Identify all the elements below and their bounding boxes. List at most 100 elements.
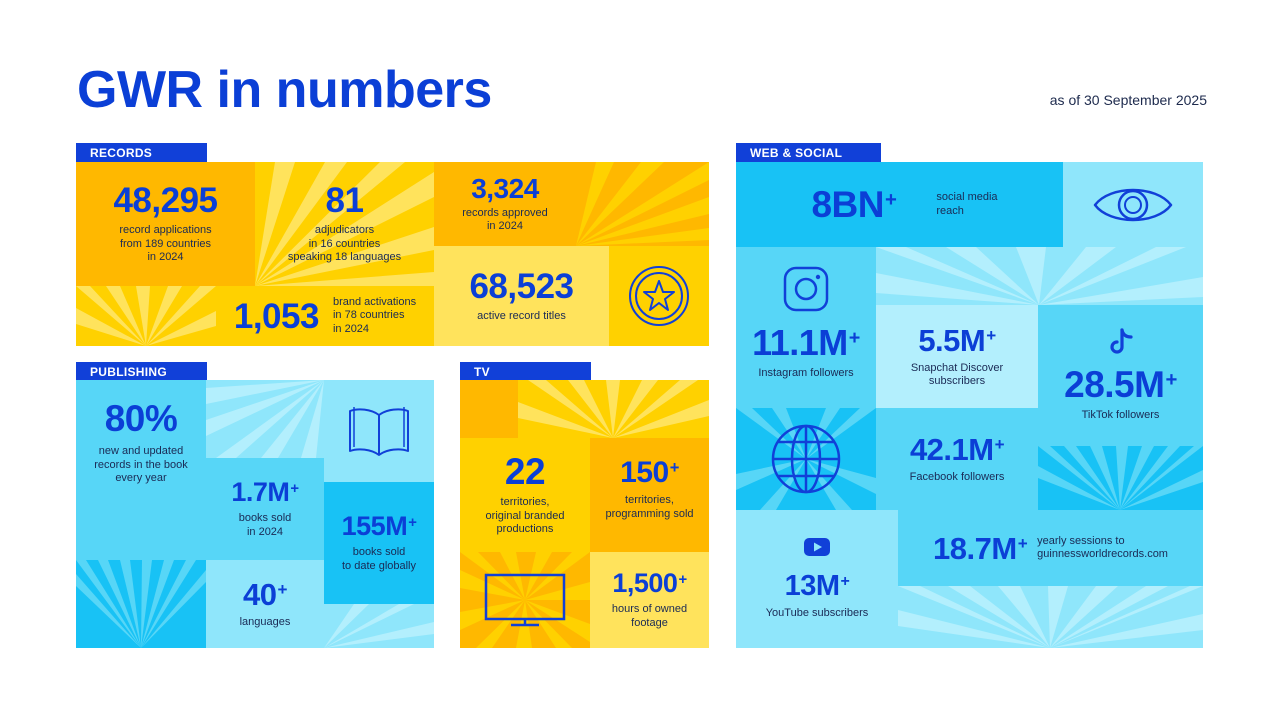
sunburst-background	[76, 286, 216, 346]
sunburst-background	[206, 380, 324, 458]
sunburst-background	[76, 560, 206, 648]
rays-tile-publishing-bottom	[76, 560, 206, 648]
record-applications-tile: 48,295 record applications from 189 coun…	[76, 162, 255, 286]
plus-sign: +	[1017, 534, 1028, 554]
record-applications-text: record applications from 189 countries i…	[119, 224, 212, 264]
new-updated-records-tile: 80% new and updated records in the book …	[76, 380, 206, 560]
snapchat-text: Snapchat Discover subscribers	[910, 361, 1004, 388]
web-sessions-tile: 18.7M+ yearly sessions to guinnessworldr…	[898, 510, 1203, 586]
youtube-value: 13M	[784, 569, 840, 602]
languages-text: languages	[239, 615, 291, 628]
facebook-text: Facebook followers	[909, 470, 1005, 483]
as-of-date: as of 30 September 2025	[1049, 92, 1207, 108]
footage-tile: 1,500+ hours of owned footage	[590, 552, 709, 648]
tiktok-icon	[1109, 328, 1133, 354]
sunburst-background	[898, 586, 1203, 648]
plus-sign: +	[885, 188, 897, 211]
eye-icon	[1093, 188, 1173, 221]
plus-sign: +	[290, 480, 299, 497]
records-section-label: RECORDS	[76, 143, 207, 162]
active-records-tile: 68,523 active record titles	[434, 246, 609, 346]
instagram-value: 11.1M	[752, 322, 848, 363]
snapchat-value: 5.5M	[918, 322, 986, 358]
sunburst-background	[1038, 446, 1203, 510]
star-badge-tile	[609, 246, 709, 346]
books-total-value: 155M	[341, 511, 408, 541]
territories-branded-text: territories, original branded production…	[485, 496, 565, 536]
plus-sign: +	[848, 327, 861, 350]
territories-programming-value: 150	[620, 456, 669, 489]
social-reach-value: 8BN	[811, 184, 884, 225]
territories-branded-tile: 22 territories, original branded product…	[460, 438, 590, 552]
adjudicators-tile: 81 adjudicators in 16 countries speaking…	[255, 162, 434, 286]
sunburst-background	[576, 162, 709, 246]
footage-text: hours of owned footage	[611, 603, 688, 629]
adjudicators-text: adjudicators in 16 countries speaking 18…	[287, 224, 402, 264]
web-sessions-text: yearly sessions to guinnessworldrecords.…	[1037, 534, 1168, 561]
rays-tile-bottom-left	[76, 286, 216, 346]
active-records-value: 68,523	[469, 266, 574, 306]
records-approved-text: records approved in 2024	[462, 206, 548, 233]
globe-icon	[771, 424, 841, 494]
active-records-text: active record titles	[477, 309, 566, 322]
plus-sign: +	[840, 572, 850, 590]
plus-sign: +	[408, 514, 417, 531]
footage-value: 1,500	[612, 568, 678, 598]
books-total-tile: 155M+ books sold to date globally	[324, 482, 434, 604]
languages-value: 40	[243, 576, 277, 612]
sunburst-background	[876, 247, 1203, 305]
eye-tile	[1063, 162, 1203, 247]
social-reach-tile: 8BN+ social media reach	[736, 162, 1063, 247]
instagram-icon	[783, 266, 829, 312]
sunburst-background	[518, 380, 709, 438]
books-sold-2024-tile: 1.7M+ books sold in 2024	[206, 458, 324, 560]
star-badge-icon	[629, 266, 689, 326]
web-sessions-value: 18.7M	[933, 530, 1017, 566]
sunburst-background	[736, 408, 876, 510]
adjudicators-value: 81	[325, 181, 364, 221]
plus-sign: +	[986, 326, 996, 346]
books-sold-value: 1.7M	[231, 477, 290, 507]
rays-tile-publishing-top	[206, 380, 324, 458]
tv-section-label: TV	[460, 362, 591, 381]
tv-icon-tile	[460, 552, 590, 648]
tiktok-value: 28.5M	[1064, 364, 1165, 406]
youtube-icon	[804, 537, 830, 556]
sunburst-background	[255, 162, 434, 286]
plus-sign: +	[1165, 369, 1177, 392]
territories-programming-tile: 150+ territories, programming sold	[590, 438, 709, 552]
sunburst-background	[324, 604, 434, 648]
books-total-text: books sold to date globally	[342, 546, 416, 572]
rays-tile-top-right	[576, 162, 709, 246]
book-icon	[349, 407, 409, 456]
facebook-value: 42.1M	[909, 431, 994, 467]
tiktok-text: TikTok followers	[1081, 409, 1160, 422]
brand-activations-text: brand activations in 78 countries in 202…	[332, 295, 417, 335]
book-tile	[324, 380, 434, 482]
plus-sign: +	[994, 435, 1005, 455]
territories-programming-text: territories, programming sold	[605, 494, 694, 520]
record-applications-value: 48,295	[113, 181, 218, 221]
languages-tile: 40+ languages	[206, 560, 324, 648]
plus-sign: +	[678, 571, 687, 588]
page-title: GWR in numbers	[77, 61, 492, 119]
tiktok-tile: 28.5M+ TikTok followers	[1038, 305, 1203, 446]
publishing-section-label: PUBLISHING	[76, 362, 207, 381]
social-reach-text: social media reach	[936, 191, 998, 217]
facebook-tile: 42.1M+ Facebook followers	[876, 408, 1038, 510]
brand-activations-value: 1,053	[233, 296, 320, 336]
youtube-tile: 13M+ YouTube subscribers	[736, 510, 898, 648]
rays-tile-tv-top	[518, 380, 709, 438]
instagram-text: Instagram followers	[758, 367, 854, 379]
youtube-text: YouTube subscribers	[765, 606, 869, 619]
instagram-tile: 11.1M+ Instagram followers	[736, 247, 876, 408]
books-sold-text: books sold in 2024	[238, 512, 292, 538]
territories-branded-value: 22	[504, 451, 546, 493]
new-updated-text: new and updated records in the book ever…	[94, 445, 188, 484]
rays-tile-social-bottom	[898, 586, 1203, 648]
snapchat-tile: 5.5M+ Snapchat Discover subscribers	[876, 305, 1038, 408]
rays-tile-social-right	[1038, 446, 1203, 510]
records-approved-tile: 3,324 records approved in 2024	[434, 162, 576, 246]
globe-tile	[736, 408, 876, 510]
web-social-section-label: WEB & SOCIAL	[736, 143, 881, 162]
